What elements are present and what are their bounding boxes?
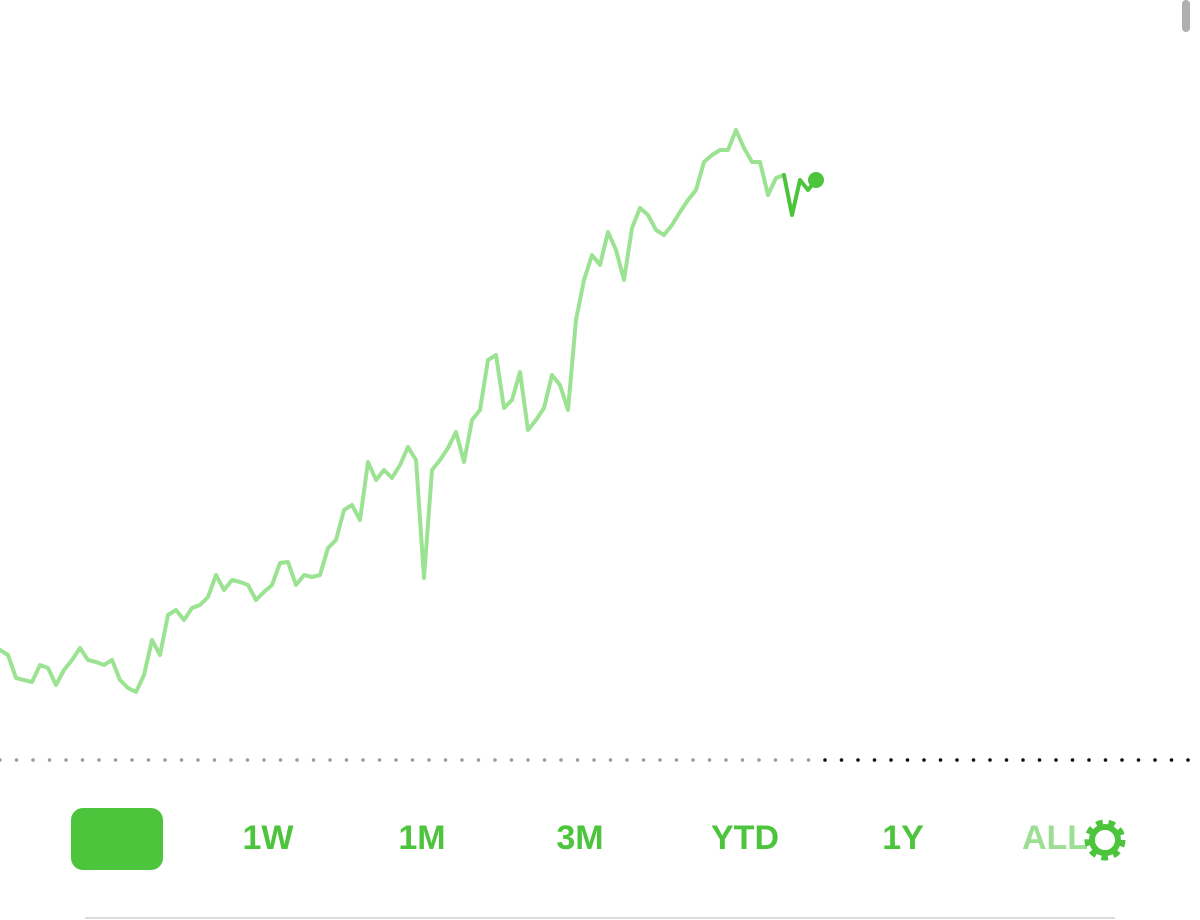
scrollbar <box>1182 0 1190 32</box>
range-button-bg[interactable] <box>71 808 163 870</box>
range-button[interactable]: 1W <box>243 819 295 857</box>
price-line <box>0 128 786 694</box>
range-button[interactable]: 3M <box>556 819 603 857</box>
range-button[interactable]: 1M <box>398 819 445 857</box>
range-button[interactable]: 1Y <box>882 819 924 857</box>
range-button[interactable]: YTD <box>711 819 779 857</box>
range-button[interactable]: ALL <box>1022 819 1088 857</box>
current-price-dot <box>808 172 824 188</box>
price-line <box>782 173 818 217</box>
settings-icon[interactable] <box>1084 819 1126 861</box>
range-button[interactable]: 1D <box>95 819 138 857</box>
